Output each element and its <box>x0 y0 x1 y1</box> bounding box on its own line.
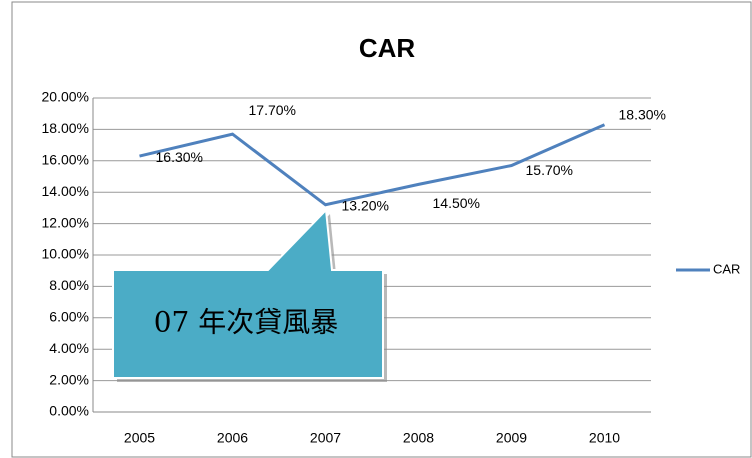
x-tick-label: 2007 <box>310 430 341 446</box>
y-tick-label: 20.00% <box>42 89 89 105</box>
data-label: 15.70% <box>526 162 573 178</box>
data-label: 16.30% <box>156 149 203 165</box>
chart-title: CAR <box>359 33 416 63</box>
y-tick-label: 6.00% <box>49 309 89 325</box>
y-tick-label: 2.00% <box>49 371 89 387</box>
callout-box <box>112 207 384 379</box>
data-label: 18.30% <box>619 106 666 122</box>
x-tick-label: 2005 <box>124 430 155 446</box>
y-tick-label: 8.00% <box>49 277 89 293</box>
data-label: 14.50% <box>433 195 480 211</box>
chart-frame <box>11 1 752 458</box>
y-tick-label: 0.00% <box>49 403 89 419</box>
legend-label: CAR <box>713 261 740 276</box>
y-tick-label: 14.00% <box>42 183 89 199</box>
x-tick-label: 2010 <box>589 430 620 446</box>
data-line <box>139 123 606 207</box>
y-tick-label: 12.00% <box>42 214 89 230</box>
x-tick-label: 2009 <box>496 430 527 446</box>
y-tick-label: 10.00% <box>42 246 89 262</box>
x-tick-label: 2008 <box>403 430 434 446</box>
y-tick-label: 4.00% <box>49 340 89 356</box>
data-label: 17.70% <box>249 102 296 118</box>
callout-text: 07 年次貸風暴 <box>154 306 339 339</box>
x-tick-label: 2006 <box>217 430 248 446</box>
callout: 07 年次貸風暴 <box>112 207 387 382</box>
data-label: 13.20% <box>342 197 389 213</box>
y-tick-label: 18.00% <box>42 120 89 136</box>
y-tick-label: 16.00% <box>42 152 89 168</box>
